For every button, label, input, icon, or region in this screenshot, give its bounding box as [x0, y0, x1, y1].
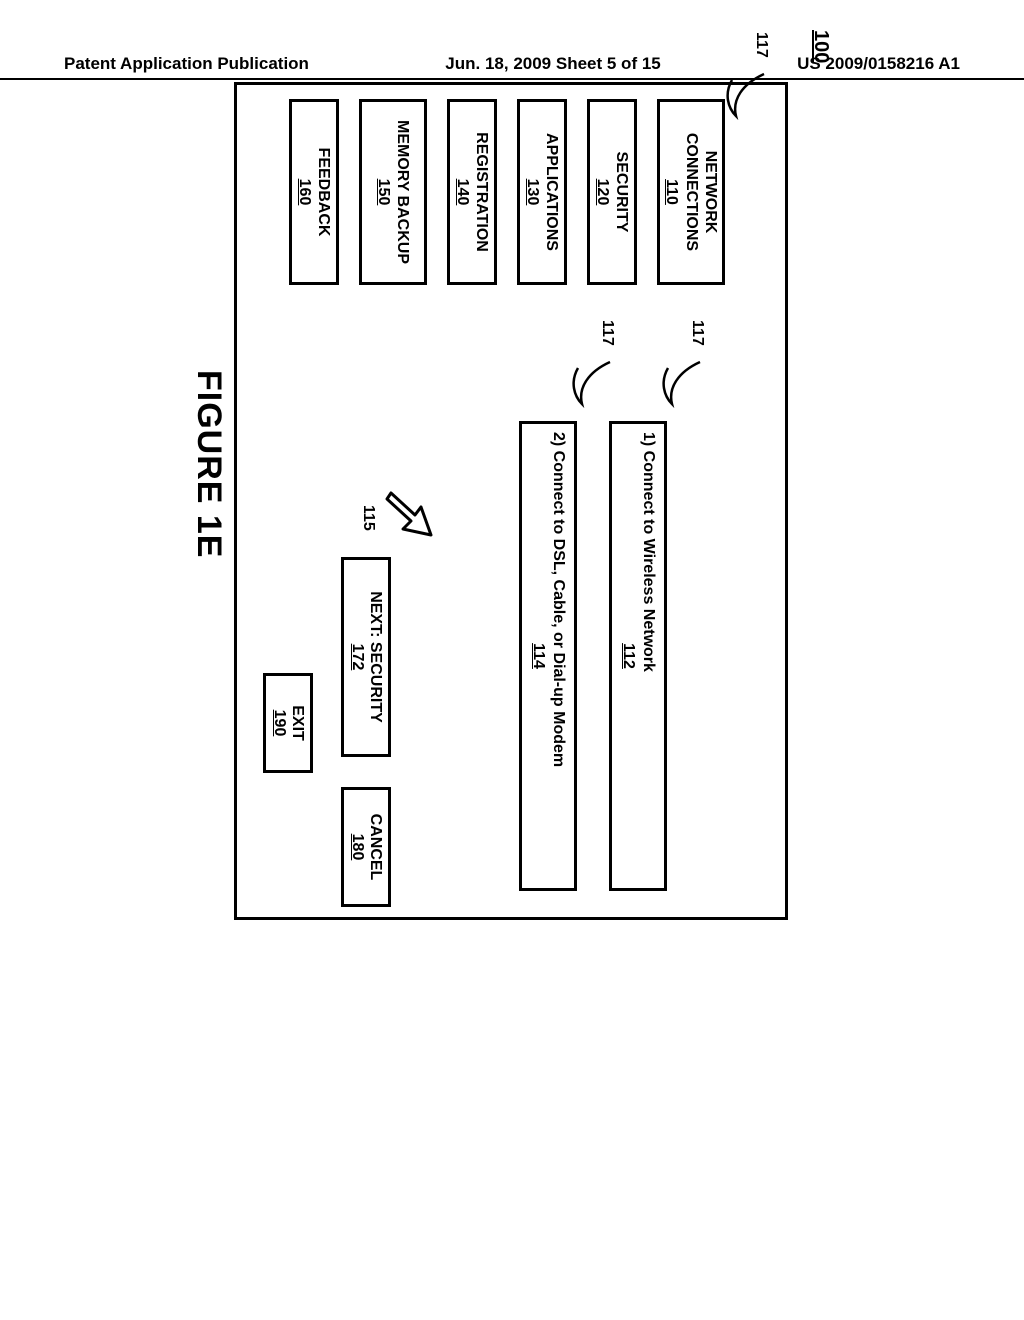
- sidebar-label: APPLICATIONS: [542, 104, 561, 280]
- sidebar-ref: 160: [295, 104, 314, 280]
- cancel-label: CANCEL: [367, 814, 384, 881]
- sidebar-item-150[interactable]: MEMORY BACKUP150: [359, 99, 427, 285]
- sidebar-item-140[interactable]: REGISTRATION140: [447, 99, 497, 285]
- sidebar-label: REGISTRATION: [472, 104, 491, 280]
- cancel-ref: 180: [348, 796, 366, 898]
- sidebar-ref: 110: [662, 104, 681, 280]
- option-114[interactable]: 2) Connect to DSL, Cable, or Dial-up Mod…: [519, 421, 577, 891]
- option-label: 2) Connect to DSL, Cable, or Dial-up Mod…: [550, 432, 567, 767]
- sidebar-ref: 150: [374, 104, 393, 280]
- callout-117-label: 117: [752, 32, 770, 58]
- ref-100: 100: [809, 30, 832, 63]
- callout-117-label: 117: [598, 320, 616, 346]
- sidebar-item-130[interactable]: APPLICATIONS130: [517, 99, 567, 285]
- sidebar-label: MEMORY BACKUP: [393, 104, 412, 280]
- cursor-arrow-icon: [379, 485, 437, 543]
- next-ref: 172: [348, 566, 366, 748]
- option-ref: 114: [528, 432, 548, 880]
- ref-115: 115: [359, 505, 377, 531]
- callout-117-label: 117: [688, 320, 706, 346]
- rotated-figure: 100 NETWORK CONNECTIONS110 SECURITY120 APP…: [192, 30, 832, 950]
- diagram-container: 100 NETWORK CONNECTIONS110 SECURITY120 APP…: [192, 30, 832, 950]
- main-frame: NETWORK CONNECTIONS110 SECURITY120 APPLICA…: [234, 82, 788, 920]
- exit-ref: 190: [270, 682, 288, 764]
- exit-button[interactable]: EXIT 190: [263, 673, 313, 773]
- figure-label: FIGURE 1E: [189, 370, 228, 558]
- next-label: NEXT: SECURITY: [367, 591, 384, 723]
- figure-wrap: 100 NETWORK CONNECTIONS110SECURITY120APP…: [52, 170, 972, 810]
- sidebar-item-160[interactable]: FEEDBACK160: [289, 99, 339, 285]
- sidebar-label: NETWORK CONNECTIONS: [681, 104, 719, 280]
- next-security-button[interactable]: NEXT: SECURITY 172: [341, 557, 391, 757]
- cancel-button[interactable]: CANCEL 180: [341, 787, 391, 907]
- sidebar-item-110[interactable]: NETWORK CONNECTIONS110: [657, 99, 725, 285]
- sidebar-label: FEEDBACK: [314, 104, 333, 280]
- sidebar-ref: 120: [593, 104, 612, 280]
- sidebar-label: SECURITY: [612, 104, 631, 280]
- option-ref: 112: [618, 432, 638, 880]
- sidebar-ref: 140: [453, 104, 472, 280]
- sidebar-item-120[interactable]: SECURITY120: [587, 99, 637, 285]
- option-label: 1) Connect to Wireless Network: [640, 432, 657, 672]
- exit-label: EXIT: [289, 705, 306, 741]
- sidebar-ref: 130: [523, 104, 542, 280]
- option-112[interactable]: 1) Connect to Wireless Network112: [609, 421, 667, 891]
